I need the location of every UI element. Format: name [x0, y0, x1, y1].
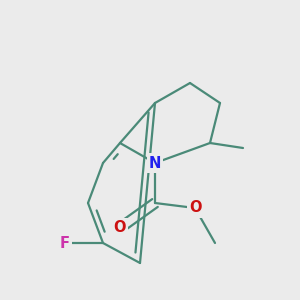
Text: O: O	[189, 200, 201, 215]
Text: F: F	[60, 236, 70, 250]
Text: O: O	[114, 220, 126, 236]
Text: N: N	[149, 155, 161, 170]
